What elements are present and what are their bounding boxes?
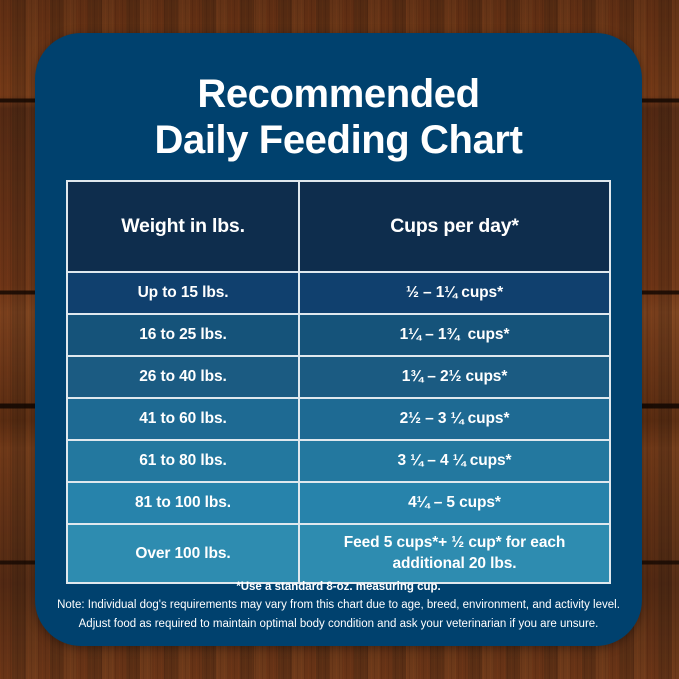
table-row: 81 to 100 lbs. 4¼ – 5 cups* bbox=[68, 481, 609, 523]
cell-cups: ½ – 1¼ cups* bbox=[405, 284, 504, 301]
table-header-row: Weight in lbs. Cups per day* bbox=[68, 182, 609, 271]
table-row: 61 to 80 lbs. 3 ¼ – 4 ¼ cups* bbox=[68, 439, 609, 481]
table-row: Over 100 lbs. Feed 5 cups*+ ½ cup* for e… bbox=[68, 523, 609, 582]
table-row: 26 to 40 lbs. 1¾ – 2½ cups* bbox=[68, 355, 609, 397]
cell-cups: 2½ – 3 ¼ cups* bbox=[399, 410, 510, 427]
cell-weight: 81 to 100 lbs. bbox=[68, 483, 300, 523]
cell-weight: Over 100 lbs. bbox=[68, 525, 300, 582]
cell-weight: 61 to 80 lbs. bbox=[68, 441, 300, 481]
footnotes: *Use a standard 8-oz. measuring cup. Not… bbox=[35, 578, 642, 634]
cell-cups: 1¼ – 1¾ cups* bbox=[399, 326, 510, 343]
column-header-weight: Weight in lbs. bbox=[68, 182, 300, 271]
cell-weight: 26 to 40 lbs. bbox=[68, 357, 300, 397]
table-row: Up to 15 lbs. ½ – 1¼ cups* bbox=[68, 271, 609, 313]
cell-cups: Feed 5 cups*+ ½ cup* for each additional… bbox=[343, 533, 566, 572]
page-title: Recommended Daily Feeding Chart bbox=[35, 71, 642, 164]
feeding-chart-table: Weight in lbs. Cups per day* Up to 15 lb… bbox=[66, 180, 611, 584]
cell-cups: 1¾ – 2½ cups* bbox=[401, 368, 508, 385]
table-row: 41 to 60 lbs. 2½ – 3 ¼ cups* bbox=[68, 397, 609, 439]
cell-weight: Up to 15 lbs. bbox=[68, 273, 300, 313]
cell-cups: 4¼ – 5 cups* bbox=[408, 494, 501, 511]
cell-weight: 41 to 60 lbs. bbox=[68, 399, 300, 439]
page-title-line-1: Recommended bbox=[197, 72, 480, 116]
cell-cups: 3 ¼ – 4 ¼ cups* bbox=[397, 452, 512, 469]
column-header-cups: Cups per day* bbox=[390, 215, 519, 237]
table-row: 16 to 25 lbs. 1¼ – 1¾ cups* bbox=[68, 313, 609, 355]
cell-weight: 16 to 25 lbs. bbox=[68, 315, 300, 355]
footnote-adjust: Adjust food as required to maintain opti… bbox=[78, 618, 599, 631]
feeding-chart-card: Recommended Daily Feeding Chart Weight i… bbox=[35, 33, 642, 646]
page-title-line-2: Daily Feeding Chart bbox=[154, 118, 523, 163]
footnote-note: Note: Individual dog's requirements may … bbox=[57, 599, 620, 612]
footnote-measuring-cup: *Use a standard 8-oz. measuring cup. bbox=[236, 581, 441, 593]
